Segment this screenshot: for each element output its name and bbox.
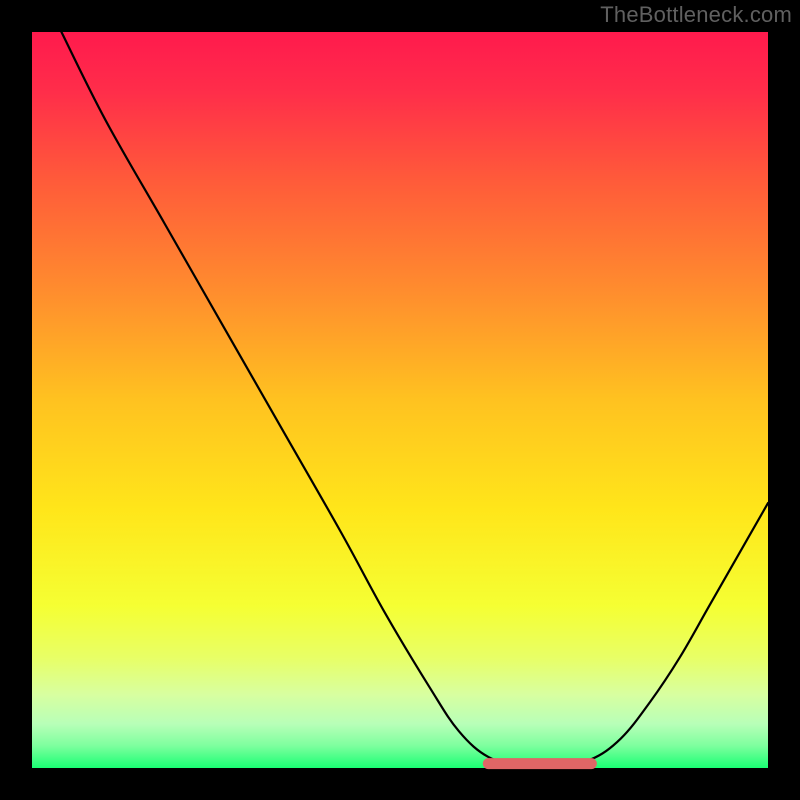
chart-stage: TheBottleneck.com xyxy=(0,0,800,800)
bottleneck-chart xyxy=(0,0,800,800)
gradient-panel xyxy=(32,32,768,768)
